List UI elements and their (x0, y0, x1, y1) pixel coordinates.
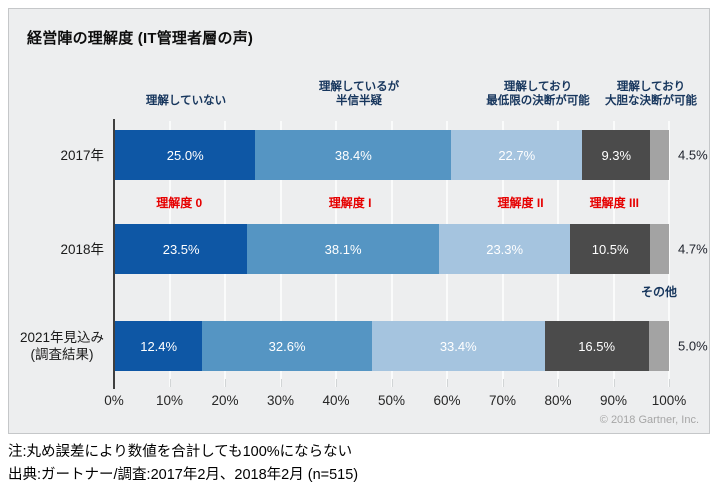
x-axis-tick-label: 50% (377, 393, 406, 408)
axis-tick (558, 379, 559, 387)
axis-tick (669, 379, 670, 387)
y-axis-line (113, 119, 115, 389)
bar-segment: 38.4% (255, 130, 452, 180)
bar-segment (649, 224, 670, 274)
legend-label: 理解しており 大胆な決断が可能 (605, 81, 697, 107)
note-rounding: 注:丸め誤差により数値を合計しても100%にならない (8, 444, 353, 460)
x-axis-tick-label: 100% (651, 393, 687, 408)
bar-value-label: 12.4% (140, 338, 178, 354)
bar-value-label: 22.7% (498, 147, 536, 163)
bar-value-label-outside: 5.0% (678, 338, 708, 354)
x-axis-tick-label: 80% (544, 393, 572, 408)
level-label: 理解度 I (328, 196, 372, 210)
note-source: 出典:ガートナー/調査:2017年2月、2018年2月 (n=515) (8, 467, 359, 483)
category-label: 2017年 (60, 147, 104, 163)
bar-segment: 25.0% (115, 130, 256, 180)
legend-label: 理解しており 最低限の決断が可能 (486, 81, 590, 107)
chart-panel: 経営陣の理解度 (IT管理者層の声) 理解していない 理解しているが 半信半疑 理解し… (8, 8, 710, 434)
x-axis-tick-label: 70% (488, 393, 517, 408)
copyright-text: © 2018 Gartner, Inc. (599, 414, 699, 426)
bar-segment (650, 130, 669, 180)
bar-segment: 10.5% (570, 224, 650, 274)
bar-segment: 9.3% (582, 130, 651, 180)
bar-value-label: 32.6% (268, 338, 306, 354)
bar-segment: 23.5% (115, 224, 248, 274)
x-axis-tick-label: 40% (322, 393, 350, 408)
footnotes: 注:丸め誤差により数値を合計しても100%にならない 出典:ガートナー/調査:2… (8, 441, 358, 487)
legend-label: 理解しているが 半信半疑 (318, 81, 400, 107)
axis-tick (225, 379, 226, 387)
category-label: 2018年 (60, 241, 104, 257)
bar-row: 25.0% 38.4% 22.7% 9.3% 4.5% (115, 130, 708, 180)
bar-value-label: 25.0% (166, 147, 204, 163)
bar-value-label: 23.3% (486, 241, 524, 257)
level-label: 理解度 0 (156, 196, 203, 210)
bar-value-label-outside: 4.5% (678, 147, 708, 163)
bar-segment (648, 321, 669, 371)
bar-segment: 16.5% (544, 321, 649, 371)
bar-segment: 22.7% (451, 130, 583, 180)
bar-row: 12.4% 32.6% 33.4% 16.5% 5.0% (115, 321, 708, 371)
level-label: 理解度 III (589, 196, 639, 210)
bar-segment: 12.4% (115, 321, 203, 371)
axis-tick (169, 379, 171, 387)
legend-label: 理解していない (145, 95, 227, 107)
bar-value-label: 16.5% (578, 338, 616, 354)
x-axis-tick-label: 30% (266, 393, 295, 408)
chart-title: 経営陣の理解度 (IT管理者層の声) (27, 30, 254, 47)
x-axis-tick-label: 20% (211, 393, 239, 408)
axis-tick (447, 379, 448, 387)
x-axis-tick-label: 90% (599, 393, 628, 408)
axis-tick (336, 379, 337, 387)
x-axis-tick-label: 10% (155, 393, 184, 408)
category-label: 2021年見込み (調査結果) (19, 330, 104, 362)
axis-tick (391, 379, 393, 387)
axis-tick (280, 379, 282, 387)
bar-value-label: 10.5% (591, 241, 629, 257)
bar-value-label: 23.5% (162, 241, 200, 257)
bar-segment: 23.3% (438, 224, 571, 274)
bar-segment: 33.4% (371, 321, 545, 371)
x-axis-tick-label: 60% (433, 393, 461, 408)
bar-segment: 32.6% (202, 321, 372, 371)
bar-value-label: 9.3% (601, 147, 632, 163)
bar-value-label: 33.4% (439, 338, 477, 354)
bar-row: 23.5% 38.1% 23.3% 10.5% 4.7% (115, 224, 708, 274)
bar-value-label: 38.4% (334, 147, 372, 163)
axis-tick (613, 379, 615, 387)
bar-value-label: 38.1% (324, 241, 362, 257)
other-column-label: その他 (640, 285, 678, 299)
level-label: 理解度 II (497, 196, 544, 210)
axis-tick (502, 379, 504, 387)
bar-value-label-outside: 4.7% (678, 241, 708, 257)
bar-segment: 38.1% (247, 224, 439, 274)
x-axis-tick-label: 0% (104, 393, 124, 408)
